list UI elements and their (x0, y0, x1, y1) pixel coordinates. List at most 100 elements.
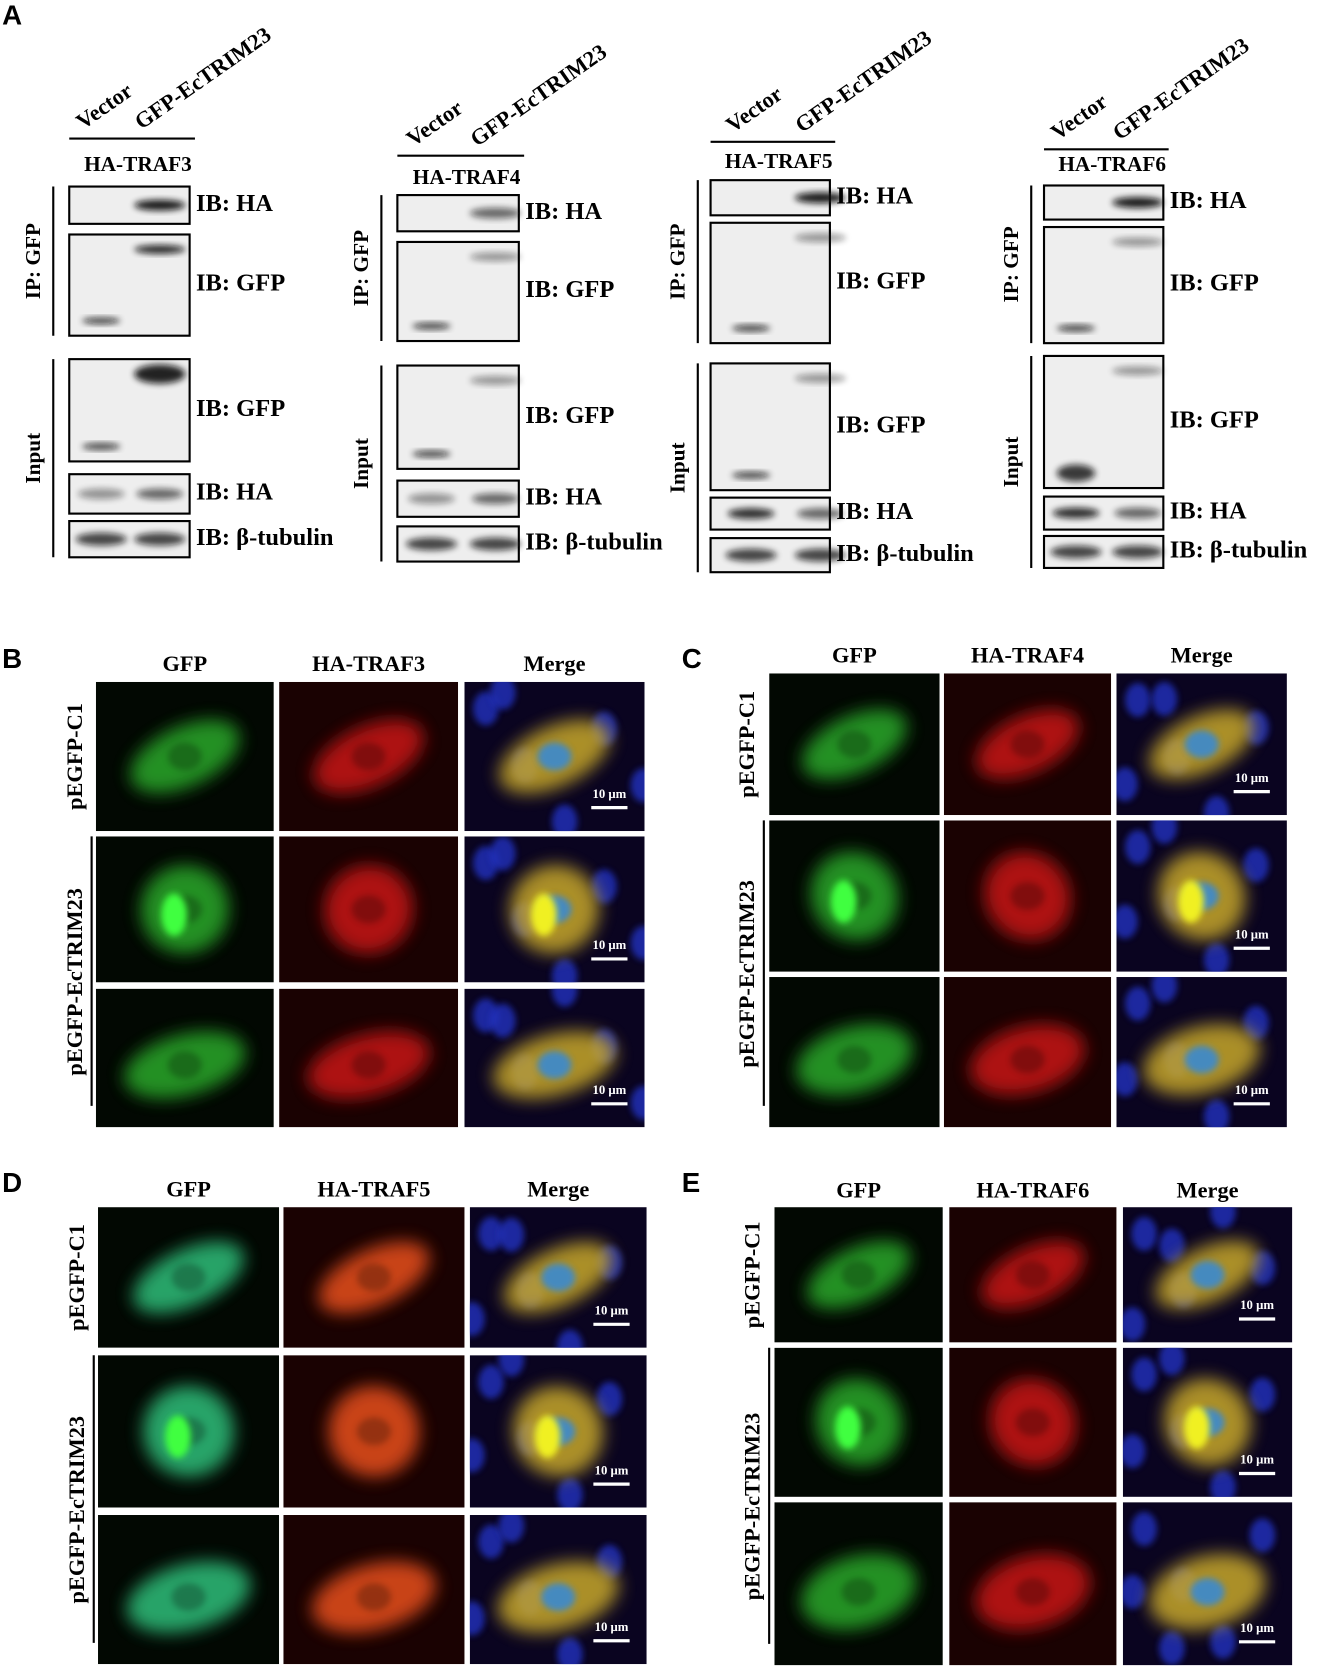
nucleus (1203, 1099, 1230, 1128)
group-label: IP: GFP (349, 230, 373, 306)
row-label: pEGFP-EcTRIM23 (739, 1413, 764, 1601)
nucleus (1122, 1307, 1146, 1342)
nucleus (1210, 1624, 1236, 1659)
micrograph (283, 1515, 465, 1665)
lane-label: GFP-EcTRIM23 (466, 39, 612, 151)
band (75, 532, 127, 546)
scale-bar-label: 10 μm (1240, 1298, 1274, 1312)
nucleus (1131, 1511, 1157, 1546)
group-label: IP: GFP (666, 224, 690, 300)
band (727, 508, 775, 519)
band (1112, 545, 1164, 559)
nucleus (541, 1263, 576, 1292)
band (134, 364, 186, 384)
micrograph (469, 1355, 647, 1508)
nucleus (551, 804, 578, 832)
group-label: Input (21, 433, 45, 484)
column-label: Merge (1177, 1177, 1239, 1202)
nucleus (591, 869, 617, 904)
nucleus (351, 1051, 386, 1079)
band (408, 493, 455, 505)
nucleus (1151, 681, 1178, 717)
row-label: pEGFP-EcTRIM23 (62, 888, 87, 1076)
column-label: GFP (836, 1177, 881, 1202)
probe-label: IB: HA (1170, 498, 1247, 525)
nucleus (1203, 795, 1230, 816)
nucleus (1159, 1347, 1185, 1376)
micrograph (943, 977, 1112, 1128)
band (731, 472, 771, 479)
construct-label: HA-TRAF4 (413, 165, 521, 189)
band (469, 252, 521, 262)
blot (1042, 225, 1165, 345)
panel-label: B (2, 643, 22, 674)
band (136, 488, 184, 500)
micrograph (283, 1207, 465, 1348)
micrograph (283, 1355, 465, 1508)
aggregate (534, 1415, 561, 1459)
band (794, 548, 846, 562)
band (794, 374, 846, 383)
column-label: GFP (166, 1176, 211, 1201)
row-label: pEGFP-C1 (734, 691, 759, 798)
probe-label: IB: HA (196, 479, 273, 506)
nucleus (1243, 1005, 1269, 1040)
nucleus (356, 1583, 391, 1611)
micrograph (769, 820, 940, 972)
lane-label: Vector (71, 78, 137, 134)
nucleus (498, 1217, 525, 1252)
blot (709, 362, 831, 492)
band (134, 245, 186, 254)
micrograph (774, 1207, 943, 1343)
nucleus (167, 1051, 202, 1079)
band (469, 376, 521, 385)
aggregate (830, 880, 857, 923)
nucleus (469, 1601, 485, 1636)
blot (1042, 354, 1165, 490)
scale-bar-label: 10 μm (595, 1463, 629, 1477)
nucleus (1210, 1207, 1236, 1229)
row-label: pEGFP-C1 (739, 1221, 764, 1328)
probe-label: IB: GFP (196, 270, 285, 297)
blot (709, 221, 831, 345)
nucleus (1124, 986, 1151, 1021)
construct-label: HA-TRAF5 (725, 149, 833, 173)
micrograph (469, 1515, 647, 1665)
nucleus (1190, 1260, 1225, 1289)
nucleus (478, 1364, 504, 1399)
nucleus (1116, 904, 1138, 939)
nucleus (1249, 1377, 1276, 1412)
lane-label: Vector (1046, 88, 1112, 144)
micrograph (1122, 1207, 1293, 1343)
band (1112, 237, 1164, 247)
nucleus (351, 895, 386, 924)
band (134, 532, 186, 546)
scale-bar-label: 10 μm (1235, 927, 1269, 941)
micrograph (1116, 820, 1287, 972)
row-label: pEGFP-C1 (64, 1224, 89, 1331)
panel-label: D (2, 1167, 22, 1198)
probe-label: IB: HA (525, 483, 602, 510)
band (469, 207, 521, 219)
nucleus (469, 1301, 485, 1337)
band (412, 322, 451, 330)
band (412, 450, 451, 458)
band (1112, 197, 1164, 208)
lane-label: GFP-EcTRIM23 (1108, 32, 1254, 144)
nucleus (478, 1524, 504, 1559)
scale-bar-label: 10 μm (592, 1083, 626, 1097)
nucleus (1015, 1408, 1050, 1437)
micrograph (949, 1347, 1117, 1497)
probe-label: IB: HA (525, 198, 602, 225)
row-label: pEGFP-EcTRIM23 (64, 1416, 89, 1604)
nucleus (596, 1381, 623, 1416)
nucleus (171, 1263, 206, 1292)
nucleus (1151, 977, 1178, 1003)
nucleus (1015, 1260, 1050, 1289)
nucleus (541, 1583, 576, 1611)
column-label: HA-TRAF3 (312, 651, 425, 676)
nucleus (557, 1477, 583, 1508)
band (794, 192, 846, 204)
column-label: Merge (527, 1176, 589, 1201)
